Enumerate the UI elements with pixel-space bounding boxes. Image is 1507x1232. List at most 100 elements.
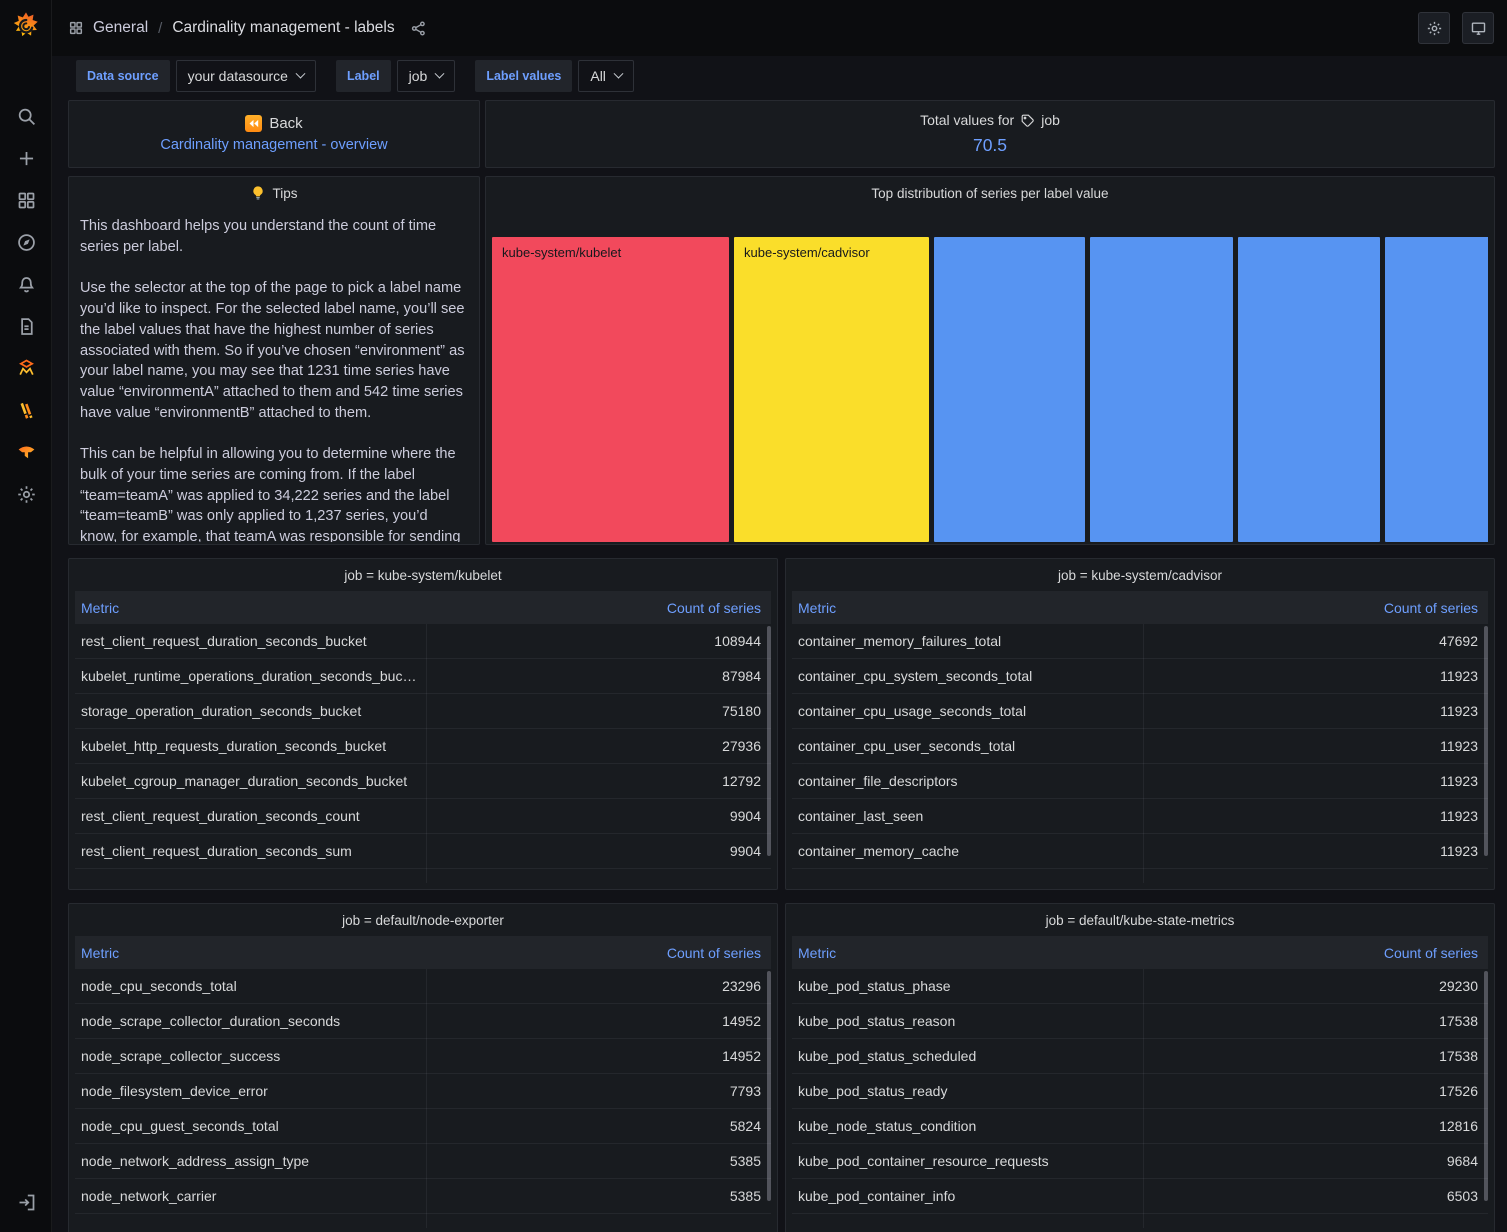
variable-datasource: Data source your datasource — [76, 60, 316, 92]
compass-icon — [17, 233, 35, 251]
metric-link[interactable]: kube_pod_status_phase — [798, 978, 951, 994]
chevron-down-icon — [613, 68, 624, 79]
breadcrumb-root[interactable]: General — [93, 19, 149, 36]
table-row: storage_operation_duration_seconds_bucke… — [75, 694, 771, 729]
monitor-icon — [1471, 21, 1485, 35]
count-value: 11923 — [1440, 703, 1478, 719]
back-panel: Back Cardinality management - overview — [68, 100, 480, 168]
table-row: kube_pod_container_info 6503 — [792, 1179, 1488, 1214]
metric-link[interactable]: node_scrape_collector_duration_seconds — [81, 1013, 341, 1029]
table-row: kube_pod_status_scheduled 17538 — [792, 1039, 1488, 1074]
table-row: node_filesystem_device_error 7793 — [75, 1074, 771, 1109]
variable-label: Label job — [335, 60, 456, 92]
metric-link[interactable]: kubelet_cgroup_manager_duration_seconds_… — [81, 773, 408, 789]
label-values-select[interactable]: All — [578, 60, 634, 92]
count-value: 17526 — [1439, 1083, 1478, 1099]
metric-link[interactable]: kubelet_http_requests_duration_seconds_b… — [81, 738, 387, 754]
column-header-count[interactable]: Count of series — [1383, 599, 1478, 616]
share-dashboard-button[interactable] — [410, 20, 427, 37]
sidebar-item-dashboards[interactable] — [14, 188, 38, 212]
table-panel-kubelet: job = kube-system/kubelet Metric Count o… — [68, 558, 778, 890]
metric-link[interactable]: container_memory_cache — [798, 843, 960, 859]
count-value: 14952 — [722, 1048, 761, 1064]
table-body: node_cpu_seconds_total 23296 node_scrape… — [75, 969, 771, 1214]
metric-link[interactable]: storage_operation_duration_seconds_bucke… — [81, 703, 362, 719]
metric-link[interactable]: container_cpu_system_seconds_total — [798, 668, 1033, 684]
metric-link[interactable]: rest_client_request_duration_seconds_cou… — [81, 808, 360, 824]
count-value: 11923 — [1440, 843, 1478, 859]
back-overview-link[interactable]: Cardinality management - overview — [160, 137, 388, 153]
cycle-view-mode-button[interactable] — [1462, 12, 1494, 44]
metric-link[interactable]: container_memory_failures_total — [798, 633, 1002, 649]
metric-link[interactable]: kube_pod_status_reason — [798, 1013, 956, 1029]
metric-link[interactable]: container_cpu_usage_seconds_total — [798, 703, 1027, 719]
metric-link[interactable]: kube_node_status_condition — [798, 1118, 977, 1134]
table-scrollbar[interactable] — [767, 971, 771, 1201]
count-value: 11923 — [1440, 773, 1478, 789]
tips-panel-title[interactable]: Tips — [69, 177, 479, 209]
table-panel-title[interactable]: job = kube-system/kubelet — [344, 567, 502, 583]
grafana-logo[interactable] — [11, 11, 41, 41]
count-value: 6503 — [1446, 1188, 1478, 1204]
table-row: container_cpu_user_seconds_total 11923 — [792, 729, 1488, 764]
table-panel-node-exporter: job = default/node-exporter Metric Count… — [68, 903, 778, 1232]
tips-body: This dashboard helps you understand the … — [69, 214, 479, 542]
table-row: kube_pod_status_phase 29230 — [792, 969, 1488, 1004]
column-header-metric[interactable]: Metric — [81, 599, 120, 616]
count-value: 9904 — [729, 843, 761, 859]
metric-link[interactable]: rest_client_request_duration_seconds_sum — [81, 843, 352, 859]
metric-link[interactable]: rest_client_request_duration_seconds_buc… — [81, 633, 367, 649]
share-icon — [411, 20, 425, 36]
label-select[interactable]: job — [396, 60, 456, 92]
dashboards-grid-icon[interactable] — [68, 20, 84, 36]
metric-link[interactable]: kube_pod_status_ready — [798, 1083, 948, 1099]
metric-link[interactable]: node_network_carrier — [81, 1188, 217, 1204]
metric-link[interactable]: node_network_address_assign_type — [81, 1153, 310, 1169]
metric-link[interactable]: node_cpu_seconds_total — [81, 978, 237, 994]
tempo-plugin-icon — [18, 446, 34, 458]
table-panel-title[interactable]: job = default/node-exporter — [342, 912, 504, 928]
dashboard-settings-button[interactable] — [1418, 12, 1450, 44]
table-body: container_memory_failures_total 47692 co… — [792, 624, 1488, 869]
count-value: 23296 — [722, 978, 761, 994]
sidebar-item-docs[interactable] — [14, 314, 38, 338]
table-panel-title[interactable]: job = kube-system/cadvisor — [1058, 567, 1222, 583]
table-scrollbar[interactable] — [767, 626, 771, 856]
sidebar-item-create[interactable] — [14, 146, 38, 170]
sidebar-item-sign-in[interactable] — [14, 1190, 38, 1214]
sidebar-item-settings[interactable] — [14, 482, 38, 506]
sidebar-item-explore[interactable] — [14, 230, 38, 254]
distribution-panel-title[interactable]: Top distribution of series per label val… — [871, 185, 1109, 201]
table-scrollbar[interactable] — [1484, 626, 1488, 856]
grafana-logo-icon — [13, 12, 38, 37]
total-values-title[interactable]: Total values for job — [920, 112, 1060, 128]
column-header-metric[interactable]: Metric — [798, 599, 837, 616]
metric-link[interactable]: node_filesystem_device_error — [81, 1083, 268, 1099]
column-header-metric[interactable]: Metric — [81, 944, 120, 961]
metric-link[interactable]: kube_pod_container_info — [798, 1188, 956, 1204]
metric-link[interactable]: container_file_descriptors — [798, 773, 958, 789]
count-value: 17538 — [1439, 1048, 1478, 1064]
table-row: kube_pod_status_ready 17526 — [792, 1074, 1488, 1109]
sidebar-item-loki-plugin[interactable] — [14, 398, 38, 422]
table-scrollbar[interactable] — [1484, 971, 1488, 1201]
metric-link[interactable]: kube_pod_status_scheduled — [798, 1048, 977, 1064]
metric-link[interactable]: container_last_seen — [798, 808, 924, 824]
sidebar-item-mimir-plugin[interactable] — [14, 356, 38, 380]
metric-link[interactable]: node_cpu_guest_seconds_total — [81, 1118, 279, 1134]
sidebar-item-tempo-plugin[interactable] — [14, 440, 38, 464]
metric-link[interactable]: kube_pod_container_resource_requests — [798, 1153, 1049, 1169]
metric-link[interactable]: kubelet_runtime_operations_duration_seco… — [81, 668, 417, 684]
metric-link[interactable]: container_cpu_user_seconds_total — [798, 738, 1016, 754]
column-header-count[interactable]: Count of series — [1383, 944, 1478, 961]
table-panel-kube-state-metrics: job = default/kube-state-metrics Metric … — [785, 903, 1495, 1232]
metric-link[interactable]: node_scrape_collector_success — [81, 1048, 281, 1064]
sidebar-item-alerting[interactable] — [14, 272, 38, 296]
column-header-count[interactable]: Count of series — [666, 599, 761, 616]
sidebar-item-search[interactable] — [14, 104, 38, 128]
column-header-metric[interactable]: Metric — [798, 944, 837, 961]
datasource-select[interactable]: your datasource — [175, 60, 316, 92]
column-header-count[interactable]: Count of series — [666, 944, 761, 961]
tips-paragraph: This can be helpful in allowing you to d… — [80, 446, 461, 542]
table-panel-title[interactable]: job = default/kube-state-metrics — [1045, 912, 1235, 928]
